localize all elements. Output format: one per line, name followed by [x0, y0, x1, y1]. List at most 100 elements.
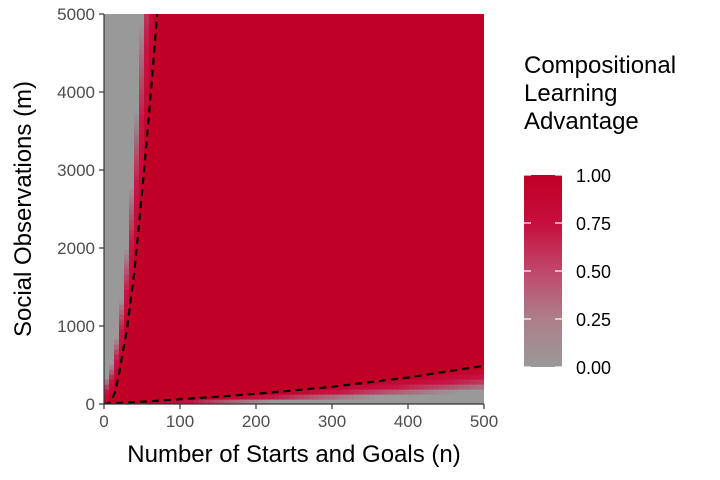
- heat-cell: [334, 59, 340, 65]
- heat-cell: [294, 254, 300, 260]
- heat-cell: [234, 219, 240, 225]
- heat-cell: [204, 374, 210, 380]
- heat-cell: [294, 134, 300, 140]
- heat-cell: [229, 304, 235, 310]
- heat-cell: [414, 159, 420, 165]
- heat-cell: [389, 174, 395, 180]
- heat-cell: [284, 84, 290, 90]
- heat-cell: [169, 234, 175, 240]
- heat-cell: [344, 154, 350, 160]
- heat-cell: [349, 74, 355, 80]
- heat-cell: [269, 304, 275, 310]
- heat-cell: [219, 374, 225, 380]
- heat-cell: [294, 319, 300, 325]
- heat-cell: [119, 144, 125, 150]
- heat-cell: [349, 164, 355, 170]
- heat-cell: [294, 269, 300, 275]
- heat-cell: [279, 369, 285, 375]
- heat-cell: [264, 389, 270, 395]
- heat-cell: [299, 199, 305, 205]
- heat-cell: [259, 344, 265, 350]
- heat-cell: [299, 354, 305, 360]
- heat-cell: [184, 129, 190, 135]
- heat-cell: [394, 19, 400, 25]
- heat-cell: [389, 274, 395, 280]
- heat-cell: [294, 229, 300, 235]
- heat-cell: [109, 244, 115, 250]
- heat-cell: [214, 299, 220, 305]
- heat-cell: [114, 344, 120, 350]
- heat-cell: [124, 339, 130, 345]
- heat-cell: [349, 49, 355, 55]
- heat-cell: [139, 279, 145, 285]
- heat-cell: [349, 384, 355, 390]
- heat-cell: [324, 99, 330, 105]
- heat-cell: [394, 259, 400, 265]
- heat-cell: [284, 399, 290, 404]
- heat-cell: [174, 84, 180, 90]
- heat-cell: [399, 394, 405, 400]
- heat-cell: [309, 244, 315, 250]
- heat-cell: [309, 114, 315, 120]
- heat-cell: [394, 364, 400, 370]
- heat-cell: [164, 369, 170, 375]
- heat-cell: [354, 14, 360, 20]
- heat-cell: [389, 394, 395, 400]
- heat-cell: [414, 44, 420, 50]
- heat-cell: [134, 39, 140, 45]
- heat-cell: [174, 119, 180, 125]
- heat-cell: [244, 364, 250, 370]
- heat-cell: [144, 84, 150, 90]
- heat-cell: [169, 184, 175, 190]
- heat-cell: [169, 49, 175, 55]
- heat-cell: [254, 39, 260, 45]
- heat-cell: [364, 189, 370, 195]
- heat-cell: [289, 274, 295, 280]
- heat-cell: [194, 39, 200, 45]
- heat-cell: [119, 69, 125, 75]
- heat-cell: [204, 104, 210, 110]
- heat-cell: [384, 214, 390, 220]
- heat-cell: [349, 59, 355, 65]
- heat-cell: [129, 209, 135, 215]
- heat-cell: [179, 349, 185, 355]
- heat-cell: [129, 174, 135, 180]
- heat-cell: [399, 234, 405, 240]
- heat-cell: [139, 339, 145, 345]
- heat-cell: [159, 99, 165, 105]
- heat-cell: [194, 349, 200, 355]
- heat-cell: [144, 359, 150, 365]
- heat-cell: [104, 324, 110, 330]
- heat-cell: [289, 59, 295, 65]
- heat-cell: [209, 259, 215, 265]
- heat-cell: [354, 179, 360, 185]
- heat-cell: [219, 34, 225, 40]
- heat-cell: [179, 164, 185, 170]
- heat-cell: [329, 214, 335, 220]
- heat-cell: [104, 189, 110, 195]
- heat-cell: [319, 239, 325, 245]
- heat-cell: [289, 179, 295, 185]
- heat-cell: [359, 229, 365, 235]
- heat-cell: [254, 14, 260, 20]
- heat-cell: [304, 94, 310, 100]
- heat-cell: [259, 374, 265, 380]
- heat-cell: [264, 44, 270, 50]
- heat-cell: [119, 164, 125, 170]
- heat-cell: [249, 339, 255, 345]
- heat-cell: [104, 289, 110, 295]
- heat-cell: [279, 334, 285, 340]
- heat-cell: [419, 169, 425, 175]
- heat-cell: [284, 179, 290, 185]
- heat-cell: [154, 239, 160, 245]
- heat-cell: [199, 329, 205, 335]
- heat-cell: [274, 179, 280, 185]
- heat-cell: [409, 169, 415, 175]
- heat-cell: [304, 119, 310, 125]
- heat-cell: [189, 344, 195, 350]
- heat-cell: [239, 199, 245, 205]
- heat-cell: [154, 84, 160, 90]
- heat-cell: [319, 189, 325, 195]
- heat-cell: [324, 264, 330, 270]
- heat-cell: [304, 74, 310, 80]
